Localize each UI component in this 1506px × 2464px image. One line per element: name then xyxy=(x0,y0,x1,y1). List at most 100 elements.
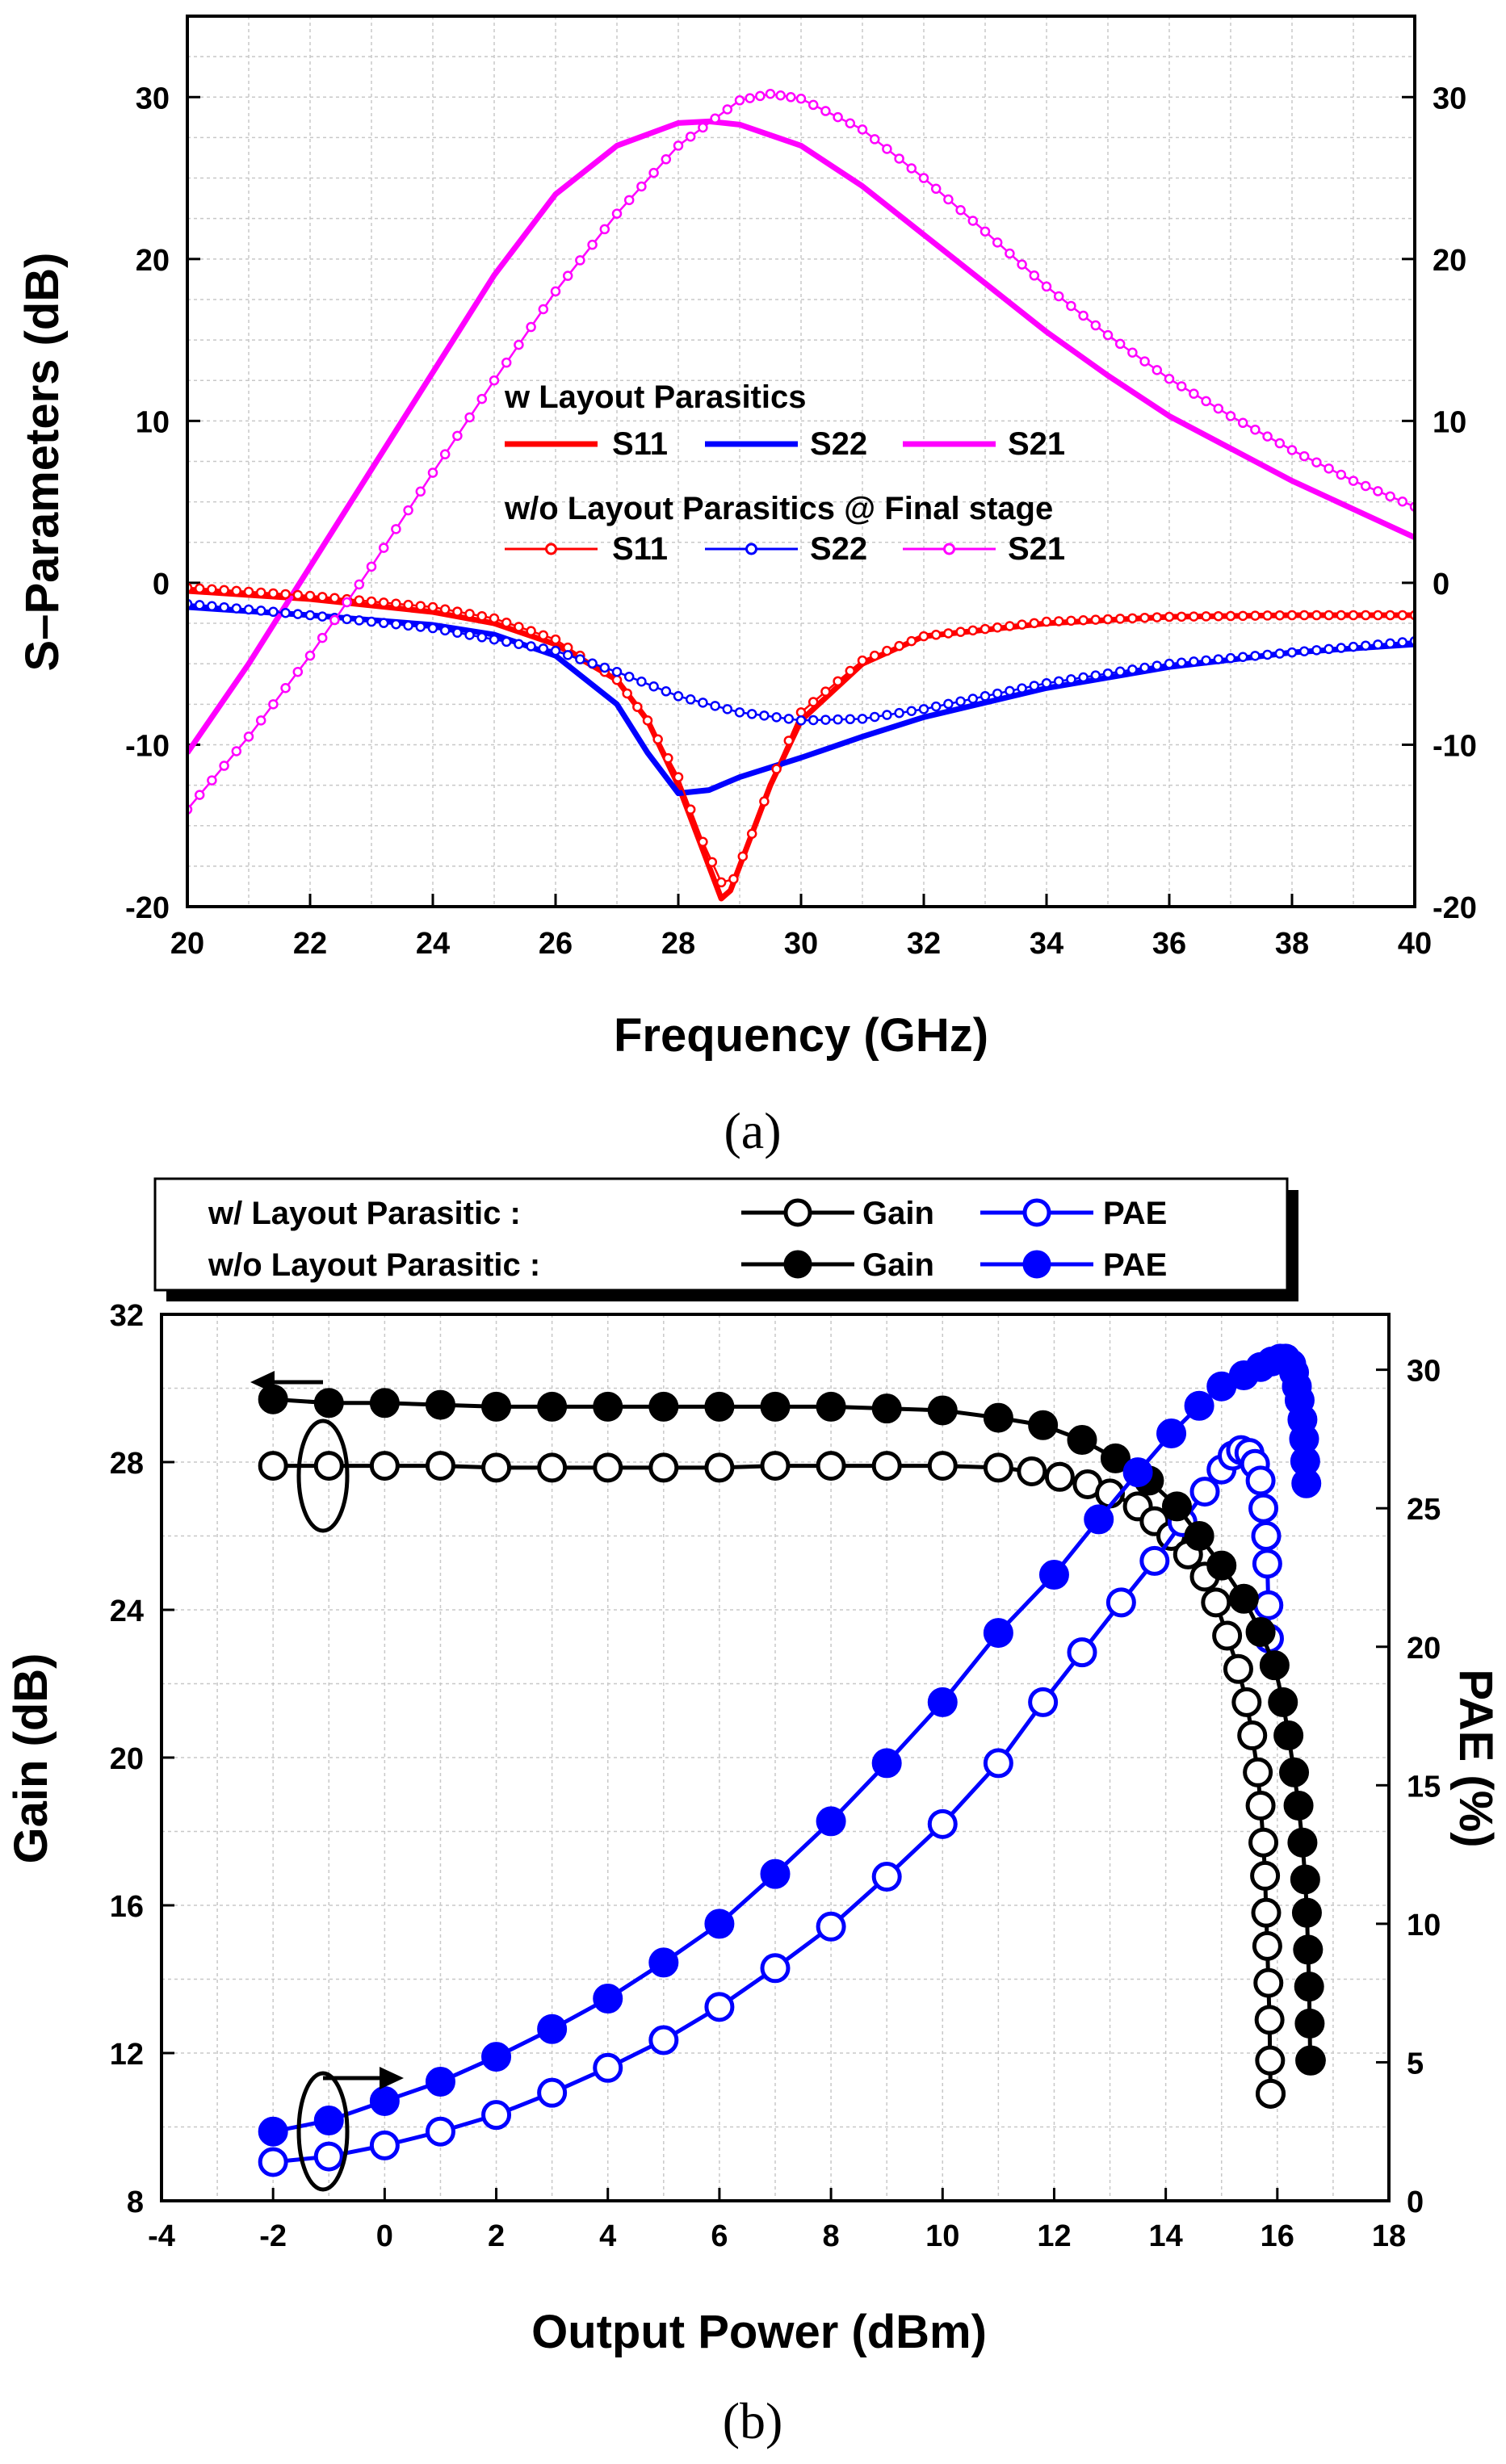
series-s21-without-point xyxy=(1262,431,1273,442)
series-s11-without-point xyxy=(869,650,880,661)
series-gain-without-point xyxy=(481,1391,512,1422)
series-pae-without-point xyxy=(258,2116,288,2147)
x-tick-label: 40 xyxy=(1398,927,1432,961)
series-s22-without-point xyxy=(980,691,991,702)
series-s21-without-point xyxy=(1397,496,1408,507)
series-s21-without-point xyxy=(611,208,623,219)
series-s21-without-point xyxy=(1176,381,1187,392)
series-gain-with-point xyxy=(704,1452,735,1483)
series-s11-without-point xyxy=(795,707,807,718)
series-s22-without-point xyxy=(992,688,1003,699)
series-s21-without-point xyxy=(514,339,524,350)
series-s22-without-point xyxy=(280,607,291,618)
series-s21-without-point xyxy=(1053,291,1064,302)
x-tick-label: 34 xyxy=(1030,927,1063,961)
series-s22-without-point xyxy=(538,643,549,654)
series-s21-without-point xyxy=(1213,403,1224,414)
legend-a-group2-title: w/o Layout Parasitics @ Final stage xyxy=(504,491,1053,526)
x-tick-label: 0 xyxy=(376,2219,393,2253)
series-s21-without-point xyxy=(1078,310,1089,321)
series-gain-without-point xyxy=(816,1391,846,1422)
series-s11-without-point xyxy=(771,764,782,774)
series-s22-without-point xyxy=(710,701,720,711)
series-pae-without-point xyxy=(1084,1504,1114,1535)
series-gain-without-point xyxy=(648,1391,679,1422)
series-s21-without-point xyxy=(967,216,979,226)
y-tick-label: 32 xyxy=(110,1299,144,1333)
series-s11-without-point xyxy=(1127,613,1138,624)
series-gain-with-point xyxy=(369,1451,400,1481)
series-s21-without xyxy=(187,89,1415,815)
series-s21-without-point xyxy=(1298,450,1310,462)
series-pae-with-point xyxy=(760,1953,791,1984)
series-s22-without-point xyxy=(661,686,672,697)
series-s22-without-point xyxy=(955,696,966,706)
series-pae-without-point xyxy=(313,2105,344,2135)
series-s22-without-point xyxy=(464,630,475,640)
series-s22-without-point xyxy=(194,600,205,610)
series-s22-without-point xyxy=(1114,666,1126,677)
series-pae-with-point xyxy=(313,2141,344,2172)
x-tick-label: 24 xyxy=(416,927,450,961)
series-s21-without-point xyxy=(1090,320,1101,331)
series-s21-without-point xyxy=(955,205,966,216)
series-s22-without-point xyxy=(268,606,279,618)
series-s22-without-point xyxy=(808,714,819,726)
series-s11-without-point xyxy=(882,645,892,656)
panel-a-label: (a) xyxy=(724,1102,781,1159)
series-s22-without-point xyxy=(292,609,304,619)
series-s21-without-point xyxy=(1017,259,1027,270)
series-s22-without-point xyxy=(746,709,757,719)
x-tick-label: 38 xyxy=(1275,927,1309,961)
legend-a-s22-without-marker xyxy=(745,543,757,555)
chart-a-series xyxy=(187,89,1415,902)
series-s11-without-point xyxy=(526,626,536,636)
series-s21-without-point xyxy=(755,90,766,102)
chart-a: 20 22 24 26 28 30 32 34 36 38 40-20 -20-10 -100 010 10… xyxy=(16,15,1477,1062)
series-s21-without-point xyxy=(366,561,377,572)
series-gain-without-point xyxy=(313,1388,344,1418)
series-s11-without-point xyxy=(268,588,279,599)
legend-a-s22-without-label: S22 xyxy=(810,531,867,567)
series-gain-with-point xyxy=(537,1452,568,1483)
series-s22-without-point xyxy=(415,622,426,632)
series-s22-without-point xyxy=(1348,641,1359,652)
series-s11-without-point xyxy=(366,596,377,607)
series-gain-with-point xyxy=(1237,1720,1268,1751)
series-s22-without-point xyxy=(1090,670,1101,681)
series-s22-without-point xyxy=(1311,645,1322,656)
chart-b-legend: w/ Layout Parasitic : w/o Layout Parasiti… xyxy=(153,1177,1298,1301)
series-s21-without-point xyxy=(710,113,720,124)
y-tick-label: 8 xyxy=(127,2185,144,2219)
series-s11-without-point xyxy=(476,610,488,622)
series-s22-without-point xyxy=(1360,640,1371,651)
series-s22-without-point xyxy=(476,632,488,643)
series-gain-with-point xyxy=(1253,1967,1284,1998)
series-s21-without-point xyxy=(820,106,831,116)
y-tick-label: 10 xyxy=(136,405,170,439)
series-s11-without-point xyxy=(930,630,942,640)
chart-b-series xyxy=(258,1343,1326,2177)
series-gain-without-point xyxy=(1279,1757,1310,1787)
series-s11-without-point xyxy=(820,686,831,697)
chart-b: -4 -2 0 2 4 6 8 10 12 14 16 18812162024283205101520… xyxy=(5,1177,1502,2358)
series-gain-without-point xyxy=(1295,2045,1326,2076)
y2-tick-label: 20 xyxy=(1407,1632,1441,1666)
series-s21-without-point xyxy=(1005,248,1015,259)
series-pae-without-point xyxy=(871,1748,902,1779)
series-gain-with-point xyxy=(1254,2005,1285,2035)
series-s22-without-point xyxy=(489,634,500,645)
series-s11-without-point xyxy=(1176,611,1187,622)
series-gain-with-point xyxy=(425,1451,455,1481)
series-gain-with-point xyxy=(1017,1456,1047,1486)
series-s21-without-point xyxy=(775,90,786,101)
series-pae-with-point xyxy=(1139,1545,1170,1576)
series-s22-without-point xyxy=(1237,652,1248,663)
series-gain-without-point xyxy=(1287,1827,1318,1858)
series-s21-without-point xyxy=(1250,424,1261,435)
y-tick-label: 0 xyxy=(153,568,170,601)
series-s11-without-point xyxy=(1336,610,1347,621)
series-gain-with-point xyxy=(1248,1827,1279,1858)
y-tick-label: 12 xyxy=(110,2038,144,2072)
x-tick-label: 8 xyxy=(823,2219,840,2253)
